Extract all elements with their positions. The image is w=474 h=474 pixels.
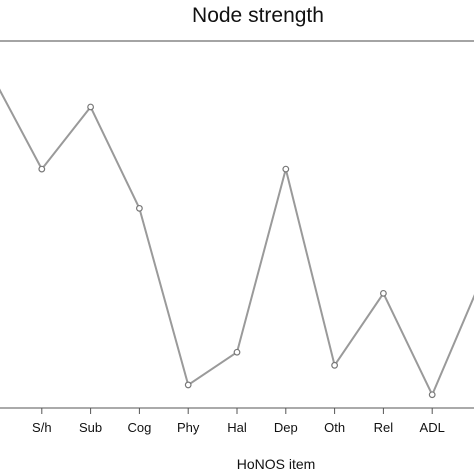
x-axis-ticks bbox=[41, 408, 433, 414]
chart-title: Node strength bbox=[192, 4, 324, 27]
data-point bbox=[428, 391, 436, 399]
x-tick-label: ADL bbox=[420, 420, 445, 435]
x-tick-label: Rel bbox=[374, 420, 394, 435]
x-tick-label: Sub bbox=[79, 420, 102, 435]
series-markers bbox=[38, 103, 436, 399]
x-axis-label: HoNOS item bbox=[237, 456, 316, 472]
x-tick-label: Dep bbox=[274, 420, 298, 435]
series-line bbox=[0, 88, 474, 396]
data-point bbox=[282, 165, 290, 173]
data-point bbox=[233, 348, 241, 356]
x-tick-label: S/h bbox=[32, 420, 52, 435]
data-point bbox=[380, 289, 387, 297]
data-point bbox=[184, 381, 192, 389]
data-point bbox=[135, 204, 143, 212]
data-point bbox=[331, 361, 339, 369]
x-tick-label: Hal bbox=[227, 420, 247, 435]
x-tick-label: Cog bbox=[127, 420, 151, 435]
x-tick-label: Oth bbox=[324, 420, 345, 435]
data-point bbox=[38, 165, 46, 173]
x-tick-label: Phy bbox=[177, 420, 200, 435]
data-point bbox=[87, 103, 94, 111]
